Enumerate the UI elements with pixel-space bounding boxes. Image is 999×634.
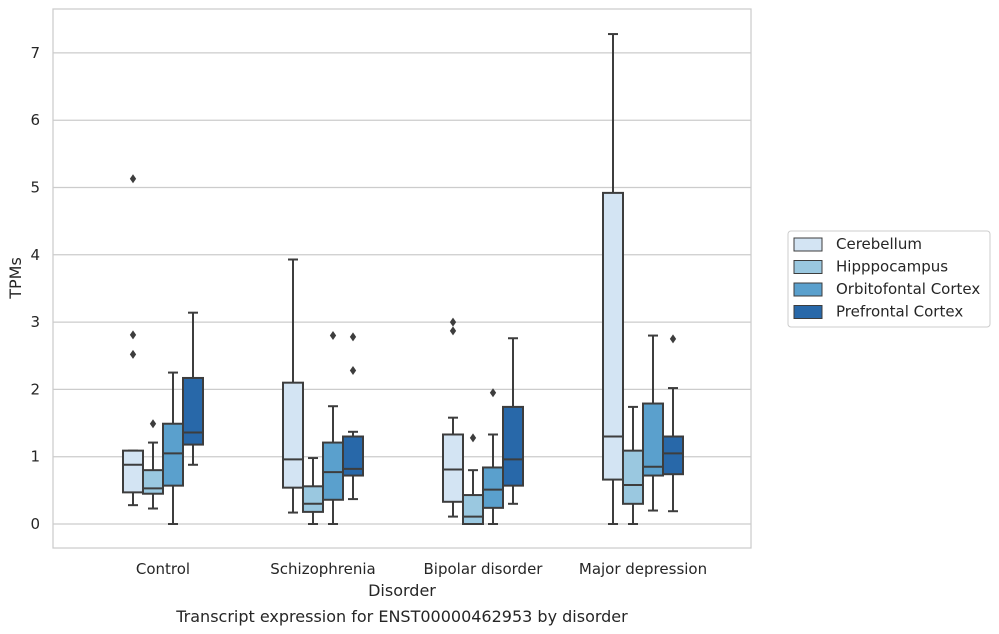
box-iqr [662, 435, 684, 476]
box-iqr [142, 469, 164, 495]
legend: Cerebellum Hipppocampus Orbitofontal Corte… [787, 230, 991, 328]
y-tick-label: 0 [30, 515, 40, 533]
box-iqr [462, 494, 484, 526]
box-iqr [622, 449, 644, 505]
box-group [302, 457, 324, 525]
box-group [122, 174, 144, 507]
legend-swatch [793, 260, 823, 274]
outlier-point [449, 326, 457, 336]
legend-label: Cerebellum [836, 235, 922, 253]
outlier-point [149, 419, 157, 429]
legend-swatch [793, 237, 823, 252]
x-tick-label: Major depression [579, 560, 707, 578]
x-tick-labels: Control Schizophrenia Bipolar disorder Majo… [136, 560, 707, 578]
box-group [482, 388, 504, 525]
y-axis-title: TPMs [6, 257, 25, 300]
legend-label: Prefrontal Cortex [836, 303, 963, 321]
x-tick-label: Bipolar disorder [424, 560, 544, 578]
box-group [182, 311, 204, 466]
legend-label: Hipppocampus [836, 258, 948, 276]
outlier-point [129, 330, 137, 340]
box-iqr [162, 422, 184, 487]
box-group [502, 337, 524, 505]
box-group [662, 334, 684, 513]
box-iqr [642, 402, 664, 477]
box-group [602, 33, 624, 525]
y-tick-label: 7 [30, 44, 40, 62]
box-iqr [342, 435, 364, 477]
y-tick-label: 4 [30, 246, 40, 264]
box-iqr [322, 441, 344, 501]
box-iqr [502, 405, 524, 487]
outlier-point [469, 433, 477, 443]
y-tick-label: 6 [30, 111, 40, 129]
outlier-point [349, 366, 357, 376]
box-series [122, 33, 684, 526]
outlier-point [449, 317, 457, 327]
legend-frame [787, 230, 991, 328]
box-group [282, 258, 304, 514]
y-tick-label: 5 [30, 179, 40, 197]
box-iqr [442, 433, 464, 503]
y-tick-label: 2 [30, 380, 40, 398]
legend-swatch [793, 305, 823, 319]
box-iqr [282, 381, 304, 489]
plot-frame [52, 8, 752, 549]
box-group [622, 405, 644, 525]
legend-label: Orbitofontal Cortex [836, 280, 980, 298]
outlier-point [349, 332, 357, 342]
x-axis-title: Disorder [368, 581, 436, 600]
y-tick-labels: 0 1 2 3 4 5 6 7 [30, 44, 40, 533]
box-iqr [482, 466, 504, 509]
box-iqr [182, 376, 204, 446]
box-group [642, 334, 664, 512]
x-tick-label: Schizophrenia [270, 560, 375, 578]
outlier-point [329, 331, 337, 341]
y-tick-label: 3 [30, 313, 40, 331]
box-iqr [122, 449, 144, 494]
y-tick-label: 1 [30, 448, 40, 466]
box-iqr [302, 485, 324, 513]
legend-swatch [793, 282, 823, 297]
box-group [462, 433, 484, 526]
chart-title: Transcript expression for ENST0000046295… [175, 607, 628, 626]
outlier-point [129, 174, 137, 184]
outlier-point [129, 349, 137, 359]
box-group [342, 332, 364, 501]
box-group [442, 317, 464, 518]
outlier-point [669, 334, 677, 344]
box-iqr [602, 191, 624, 481]
x-tick-label: Control [136, 560, 190, 578]
box-group [162, 371, 184, 525]
outlier-point [489, 388, 497, 398]
